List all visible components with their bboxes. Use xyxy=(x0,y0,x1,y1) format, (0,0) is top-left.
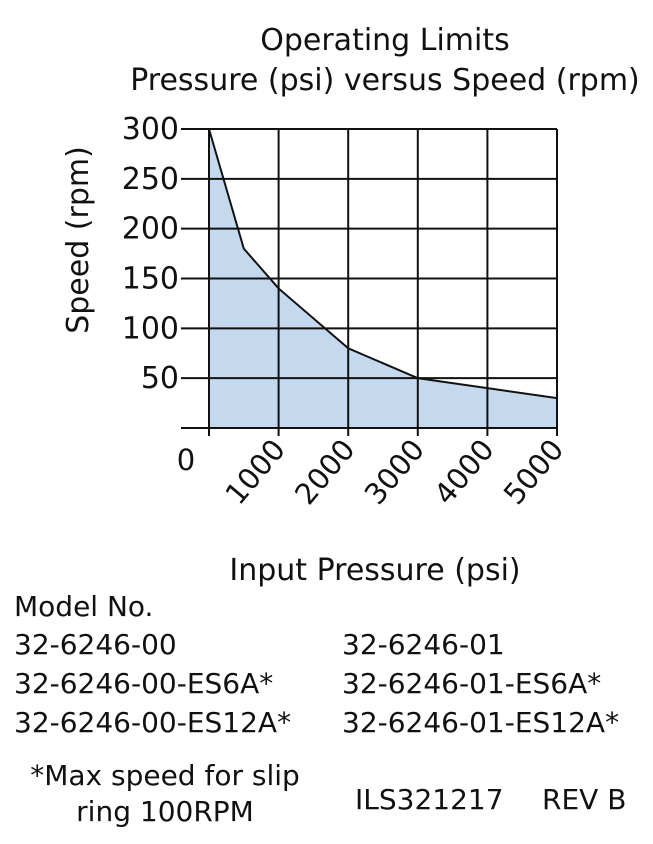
y-axis-label: Speed (rpm) xyxy=(61,146,96,334)
model-number-right-1: 32-6246-01 xyxy=(342,628,505,661)
revision-label: REV B xyxy=(542,783,627,816)
x-tick-label-5000: 5000 xyxy=(497,433,570,511)
operating-area-fill xyxy=(209,129,557,428)
model-number-left-1: 32-6246-00 xyxy=(14,628,177,661)
x-tick-label-1000: 1000 xyxy=(218,433,291,511)
y-tick-label-100: 100 xyxy=(122,311,179,346)
y-tick-label-200: 200 xyxy=(122,212,179,247)
model-number-left-3: 32-6246-00-ES12A* xyxy=(14,706,292,739)
y-tick-label-50: 50 xyxy=(141,361,179,396)
y-tick-label-300: 300 xyxy=(122,112,179,147)
model-number-left-2: 32-6246-00-ES6A* xyxy=(14,667,274,700)
model-number-right-3: 32-6246-01-ES12A* xyxy=(342,706,620,739)
footnote: *Max speed for slip ring 100RPM xyxy=(30,759,300,828)
chart-subtitle: Pressure (psi) versus Speed (rpm) xyxy=(130,63,640,98)
document-id: ILS321217 xyxy=(355,783,504,816)
x-tick-label-2000: 2000 xyxy=(288,433,361,511)
speed-limit-line xyxy=(208,128,558,400)
x-tick-label-0: 0 xyxy=(177,443,195,477)
model-number-heading: Model No. xyxy=(14,590,154,623)
x-tick-label-4000: 4000 xyxy=(427,433,500,511)
y-tick-label-150: 150 xyxy=(122,262,179,297)
y-tick-label-250: 250 xyxy=(122,162,179,197)
x-tick-label-3000: 3000 xyxy=(358,433,431,511)
x-axis-label: Input Pressure (psi) xyxy=(229,553,520,588)
model-number-right-2: 32-6246-01-ES6A* xyxy=(342,667,602,700)
chart-title: Operating Limits xyxy=(260,23,510,58)
